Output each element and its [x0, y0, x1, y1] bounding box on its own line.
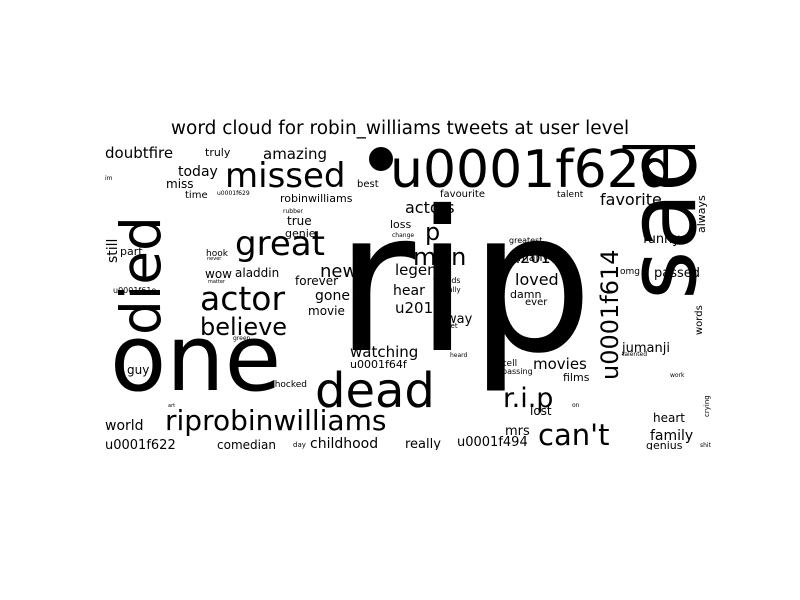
word-hook: hook [206, 249, 229, 259]
word-r-i-p: r.i.p [503, 383, 553, 414]
word-films: films [563, 371, 590, 384]
word-p: p [425, 218, 440, 246]
word-really: really [405, 437, 441, 450]
word-favourite: favourite [440, 189, 485, 200]
word-im: im [105, 175, 113, 182]
word-news: news [320, 261, 367, 282]
word-believe: believe [200, 313, 287, 341]
word-many: many [518, 251, 549, 264]
word-robinwilliams: robinwilliams [280, 192, 353, 205]
word-lost: lost [530, 404, 552, 418]
word-u0001f629: u0001f629 [217, 190, 250, 197]
word-friends: friends [433, 276, 461, 285]
chart-title: word cloud for robin_williams tweets at … [170, 118, 630, 139]
word-always: always [695, 195, 708, 233]
word-u0001f61e: u0001f61e [113, 286, 156, 295]
word-dead: dead [315, 363, 435, 419]
word-u201c: u201c [510, 248, 559, 267]
word-tell: tell [503, 359, 517, 369]
word-funniest: funniest [521, 345, 546, 352]
word-genius: genius [646, 439, 683, 450]
word-doubtfire: doubtfire [105, 145, 173, 162]
word-work: work [670, 372, 685, 379]
word-miss: miss [166, 177, 194, 191]
word-genie: genie [285, 227, 316, 240]
word-forever: forever [295, 274, 338, 288]
word-truly: truly [205, 146, 231, 159]
word-u201d: u201d [395, 299, 443, 317]
word-today: today [178, 164, 218, 180]
word-passed: passed [654, 266, 700, 281]
word-childhood: childhood [310, 436, 378, 450]
word-on: on [572, 402, 580, 409]
word-talent: talent [557, 190, 584, 200]
word-loved: loved [515, 270, 559, 289]
word-u0001f614: u0001f614 [596, 249, 624, 380]
word-watching: watching [350, 343, 418, 361]
word-actually: actually [433, 286, 461, 294]
word-loss: loss [390, 218, 412, 231]
word-best: best [357, 179, 379, 190]
word-family: family [650, 428, 693, 444]
word-died: died [109, 216, 173, 335]
word-u0001f494: u0001f494 [457, 435, 528, 450]
word-favorite: favorite [600, 190, 662, 209]
word-words: words [694, 305, 705, 335]
word-legend: legend [395, 261, 446, 279]
word-day: day [293, 441, 306, 449]
word-hear: hear [393, 283, 425, 299]
word-great: great [235, 224, 325, 264]
word-away: away [438, 312, 473, 327]
word-true: true [287, 214, 312, 228]
word-u0001f64f: u0001f64f [350, 358, 408, 371]
word-mrs: mrs [505, 424, 530, 439]
word-green: green [233, 335, 251, 342]
word-heart: heart [653, 411, 685, 425]
word-jumanji: jumanji [621, 341, 670, 356]
word-never: never [207, 256, 222, 262]
word-talented: talented [622, 351, 647, 358]
word-damn: damn [510, 288, 541, 301]
word-amazing: amazing [263, 145, 327, 163]
word-aladdin: aladdin [235, 266, 279, 280]
word-art: art [168, 403, 175, 409]
word-still: still [105, 239, 121, 263]
word-comedian: comedian [217, 438, 276, 450]
word-upset: upset [438, 322, 458, 330]
word-guy: guy [127, 363, 149, 377]
word-rip: rip [335, 169, 593, 396]
word-sad: sad [608, 145, 715, 300]
word-change: change [392, 232, 414, 239]
word-one: one [110, 305, 281, 412]
word-part: part [120, 245, 143, 258]
word-u0001f62d: u0001f62d [390, 145, 673, 200]
word-can-t: can't [538, 418, 609, 450]
word-ever: ever [525, 297, 548, 308]
word-movies: movies [533, 355, 587, 373]
word-actors: actors [405, 198, 455, 217]
word-world: world [105, 418, 144, 434]
word-man: man [413, 243, 466, 271]
word-gone: gone [315, 288, 350, 304]
word-matter: matter [208, 279, 226, 285]
word-u0001f622: u0001f622 [105, 438, 176, 450]
word-heard: heard [450, 352, 468, 359]
word-greatest: greatest [509, 236, 542, 245]
word-movie: movie [308, 304, 345, 318]
word-missed: missed [225, 156, 346, 196]
word-wow: wow [205, 267, 232, 281]
word-rubber: rubber [283, 208, 304, 215]
word-riprobinwilliams: riprobinwilliams [165, 404, 386, 437]
word-shit: shit [700, 442, 712, 449]
bullet-dot [369, 147, 393, 171]
word-time: time [185, 190, 208, 201]
word-passing: passing [502, 367, 533, 376]
word-shocked: shocked [270, 380, 307, 390]
word-omg: omg [620, 267, 640, 277]
word-funny: funny [643, 232, 680, 247]
word-actor: actor [200, 279, 285, 318]
word-crying: crying [703, 395, 711, 417]
